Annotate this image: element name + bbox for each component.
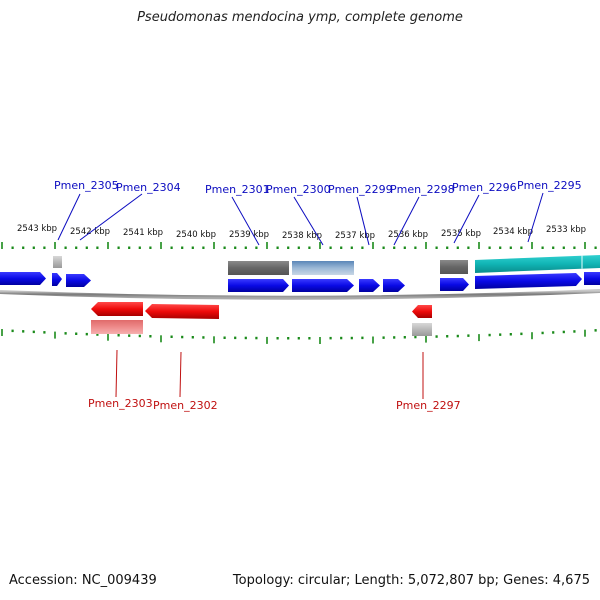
gene-arrow-forward[interactable] (0, 272, 46, 285)
feature-block[interactable] (292, 261, 354, 275)
gene-arrow-forward[interactable] (584, 272, 600, 285)
feature-track-forward (53, 255, 600, 275)
gene-arrow-forward[interactable] (292, 279, 354, 292)
gene-label-pmen-2298[interactable]: Pmen_2298 (390, 183, 455, 196)
kbp-label: 2540 kbp (176, 230, 216, 240)
gene-arrow-forward[interactable] (52, 273, 62, 286)
kbp-label: 2538 kbp (282, 231, 322, 241)
leader-lines-reverse (115, 349, 424, 399)
tick-row-bottom (1, 329, 597, 344)
feature-block[interactable] (53, 256, 62, 268)
kbp-label: 2536 kbp (388, 230, 428, 240)
feature-block[interactable] (412, 323, 432, 336)
gene-label-pmen-2296[interactable]: Pmen_2296 (452, 181, 517, 194)
kbp-label: 2534 kbp (493, 227, 533, 237)
kbp-label: 2539 kbp (229, 230, 269, 240)
gene-track-forward (0, 272, 600, 292)
gene-arrow-forward[interactable] (359, 279, 380, 292)
gene-label-pmen-2299[interactable]: Pmen_2299 (328, 183, 393, 196)
gene-label-pmen-2302[interactable]: Pmen_2302 (153, 399, 218, 412)
feature-block[interactable] (440, 260, 468, 274)
topology-text: Topology: circular; Length: 5,072,807 bp… (232, 573, 590, 588)
gene-label-pmen-2305[interactable]: Pmen_2305 (54, 179, 119, 192)
gene-arrow-forward[interactable] (228, 279, 289, 292)
genome-backbone (0, 289, 600, 300)
gene-arrow-reverse[interactable] (145, 304, 219, 319)
gene-label-pmen-2304[interactable]: Pmen_2304 (116, 181, 181, 194)
accession-text: Accession: NC_009439 (9, 573, 157, 588)
tick-row-top (1, 242, 597, 249)
gene-labels-reverse: Pmen_2303 Pmen_2302 Pmen_2297 (88, 397, 461, 412)
feature-block[interactable] (91, 320, 143, 334)
gene-label-pmen-2301[interactable]: Pmen_2301 (205, 183, 270, 196)
kbp-label: 2535 kbp (441, 229, 481, 239)
kbp-label: 2543 kbp (17, 224, 57, 234)
feature-track-reverse (91, 320, 432, 336)
gene-track-reverse (91, 302, 432, 319)
gene-arrow-forward[interactable] (440, 278, 469, 291)
gene-arrow-forward[interactable] (475, 273, 582, 289)
gene-arrow-reverse[interactable] (91, 302, 143, 316)
kbp-label: 2541 kbp (123, 228, 163, 238)
feature-block[interactable] (475, 255, 600, 273)
feature-block[interactable] (228, 261, 289, 275)
gene-arrow-reverse[interactable] (412, 305, 432, 318)
kbp-label: 2533 kbp (546, 225, 586, 235)
gene-arrow-forward[interactable] (66, 274, 91, 287)
gene-label-pmen-2303[interactable]: Pmen_2303 (88, 397, 153, 410)
kbp-scale: 2543 kbp 2542 kbp 2541 kbp 2540 kbp 2539… (17, 224, 586, 241)
gene-labels-forward: Pmen_2305 Pmen_2304 Pmen_2301 Pmen_2300 … (54, 179, 582, 196)
gene-arrow-forward[interactable] (383, 279, 405, 292)
leader-lines-forward (57, 192, 544, 246)
gene-label-pmen-2295[interactable]: Pmen_2295 (517, 179, 582, 192)
gene-label-pmen-2300[interactable]: Pmen_2300 (266, 183, 331, 196)
kbp-label: 2537 kbp (335, 231, 375, 241)
gene-label-pmen-2297[interactable]: Pmen_2297 (396, 399, 461, 412)
page-title: Pseudomonas mendocina ymp, complete geno… (137, 10, 463, 25)
